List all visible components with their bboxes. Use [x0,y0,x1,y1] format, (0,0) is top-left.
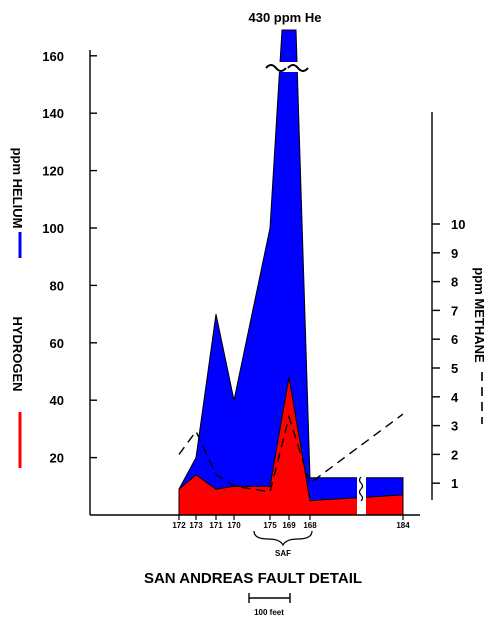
axis-break-gap [357,470,366,518]
peak-break-mark-left [265,64,287,72]
left-tick-label: 60 [50,336,64,351]
right-tick-label: 1 [451,476,458,491]
left-tick-label: 80 [50,278,64,293]
right-tick-label: 5 [451,361,458,376]
right-tick-label: 9 [451,246,458,261]
peak-break-gap [276,62,298,72]
x-tick-label: 172 [172,521,186,530]
x-tick-label: 173 [189,521,203,530]
peak-break-mark-right [287,64,309,72]
hydrogen-axis-label: HYDROGEN [10,316,25,391]
right-tick-label: 6 [451,332,458,347]
hydrogen-area [178,377,404,516]
x-axis-ticks: 172 173 171 170 175 169 168 184 [172,515,410,530]
left-tick-label: 120 [42,164,64,179]
left-tick-label: 40 [50,393,64,408]
x-tick-label: 168 [303,521,317,530]
left-tick-label: 140 [42,106,64,121]
helium-axis-label: ppm HELIUM [10,148,25,229]
saf-label: SAF [275,549,291,558]
break-mark-right [358,476,364,490]
break-mark-right-2 [358,488,364,502]
left-tick-label: 160 [42,49,64,64]
x-tick-label: 169 [282,521,296,530]
saf-brace [253,530,313,547]
x-tick-label: 184 [396,521,410,530]
left-axis-ticks: 20 40 60 80 100 120 140 160 [42,49,97,466]
right-axis-ticks: 1 2 3 4 5 6 7 8 9 10 [432,217,465,491]
peak-annotation: 430 ppm He [249,10,322,25]
right-tick-label: 10 [451,217,465,232]
right-tick-label: 3 [451,419,458,434]
x-tick-label: 171 [209,521,223,530]
helium-area [178,29,404,516]
scale-bar-label: 100 feet [254,608,284,617]
right-tick-label: 2 [451,447,458,462]
methane-axis-label: ppm METHANE [472,267,487,363]
left-tick-label: 100 [42,221,64,236]
right-tick-label: 8 [451,275,458,290]
right-tick-label: 7 [451,303,458,318]
methane-line [178,413,404,493]
x-tick-label: 175 [263,521,277,530]
x-tick-label: 170 [227,521,241,530]
chart-title: SAN ANDREAS FAULT DETAIL [144,570,362,587]
right-tick-label: 4 [451,390,459,405]
left-tick-label: 20 [50,451,64,466]
